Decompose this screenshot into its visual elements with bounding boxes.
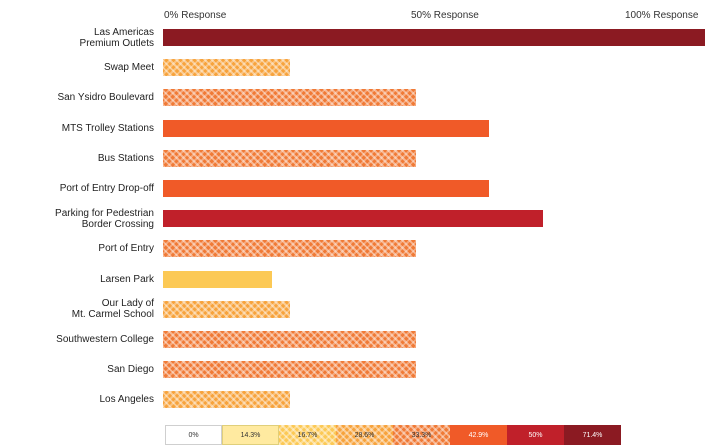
category-label: San Diego: [107, 364, 154, 376]
bar: [163, 300, 290, 318]
category-label: Port of Entry Drop-off: [59, 183, 154, 194]
legend-item: 71.4%: [564, 425, 621, 445]
bar: [163, 331, 416, 348]
bar: [163, 149, 416, 167]
category-label: Southwestern College: [56, 334, 154, 345]
x-tick-label: 0% Response: [164, 10, 227, 21]
bar: [163, 89, 416, 107]
bar: [163, 59, 290, 77]
bar: [163, 240, 416, 258]
category-label: Bus Stations: [97, 152, 154, 164]
legend-item: 50%: [507, 425, 564, 445]
category-label: Swap Meet: [103, 62, 154, 74]
bar: [163, 361, 416, 379]
legend-item: 42.9%: [450, 425, 507, 445]
bar: [163, 391, 290, 409]
legend-item: 28.6%: [336, 425, 393, 445]
legend-item: 0%: [165, 425, 222, 445]
legend-item: 16.7%: [279, 425, 336, 445]
category-label: Port of Entry: [98, 243, 154, 255]
bar: [163, 270, 272, 288]
category-label: Los Angeles: [99, 394, 155, 406]
bar: [163, 210, 543, 228]
legend-item: 33.3%: [393, 425, 450, 445]
category-label: Parking for Pedestrian Border Crossing: [55, 207, 154, 230]
category-label: Our Lady of Mt. Carmel School: [71, 298, 154, 321]
category-label: Las Americas Premium Outlets: [79, 26, 154, 49]
bar: [163, 29, 705, 46]
category-label: MTS Trolley Stations: [61, 122, 154, 134]
bar: [163, 180, 489, 197]
x-tick-label: 50% Response: [411, 10, 479, 21]
legend: 0% 14.3% 16.7% 28.6% 33.3% 42.9% 50% 71.4%: [165, 425, 621, 445]
x-tick-label: 100% Response: [625, 10, 699, 21]
legend-item: 14.3%: [222, 425, 279, 445]
category-label: Larsen Park: [100, 273, 154, 285]
category-label: San Ysidro Boulevard: [57, 92, 154, 104]
bar: [163, 119, 489, 137]
